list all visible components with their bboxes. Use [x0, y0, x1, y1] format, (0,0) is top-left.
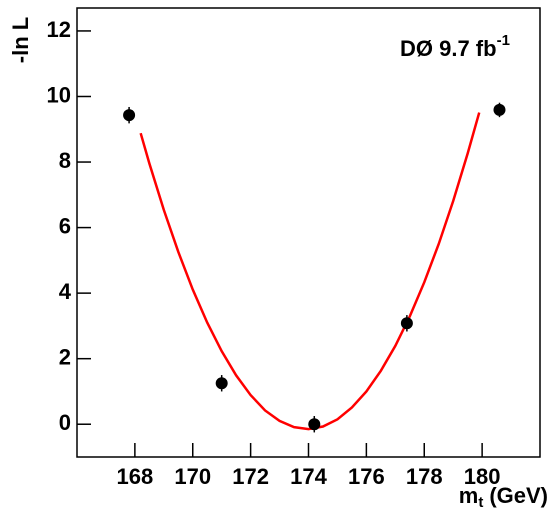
y-tick-label: 12	[47, 17, 71, 42]
annotation-sup: -1	[497, 32, 510, 49]
y-tick-label: 0	[59, 410, 71, 435]
y-tick-label: 8	[59, 148, 71, 173]
x-tick-label: 170	[174, 464, 211, 489]
plot-frame	[76, 7, 541, 458]
x-tick-label: 168	[117, 464, 154, 489]
x-tick-label: 176	[348, 464, 385, 489]
y-tick-label: 10	[47, 82, 71, 107]
x-tick-label: 174	[290, 464, 327, 489]
annotation-main: DØ 9.7 fb	[400, 36, 497, 61]
y-tick-label: 4	[59, 279, 72, 304]
y-axis-label: -ln L	[8, 17, 33, 63]
x-label-main: m	[459, 483, 479, 508]
x-label-unit: (GeV)	[489, 483, 548, 508]
data-point	[493, 103, 506, 116]
x-label-sub: t	[478, 494, 483, 511]
data-point	[215, 377, 228, 390]
x-tick-label: 172	[232, 464, 269, 489]
y-tick-label: 2	[59, 344, 71, 369]
y-tick-label: 6	[59, 213, 71, 238]
x-axis-label: mt (GeV)	[459, 483, 548, 511]
x-tick-label: 178	[406, 464, 443, 489]
annotation: DØ 9.7 fb-1	[400, 32, 510, 61]
x-tick-label: 180	[464, 464, 501, 489]
data-point	[308, 418, 321, 431]
data-point	[400, 317, 413, 330]
fit-curve	[139, 112, 481, 431]
data-point	[123, 109, 136, 122]
